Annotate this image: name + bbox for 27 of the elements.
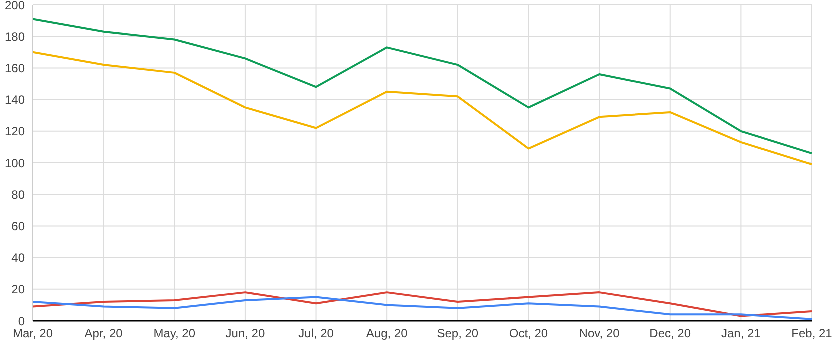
- y-tick-label: 0: [18, 314, 26, 328]
- line-series: [32, 18, 813, 155]
- x-tick-label: Nov, 20: [579, 326, 620, 341]
- x-tick-label: Oct, 20: [509, 326, 548, 341]
- y-tick-label: 40: [12, 251, 26, 266]
- x-tick-label: Dec, 20: [650, 326, 692, 341]
- y-tick-label: 180: [4, 30, 26, 44]
- line-series: [32, 51, 813, 166]
- y-tick-label: 20: [12, 282, 26, 297]
- y-tick-label: 80: [12, 188, 26, 202]
- x-tick-label: Aug, 20: [366, 326, 408, 341]
- y-tick-label: 60: [12, 219, 26, 234]
- y-tick-label: 120: [4, 124, 26, 139]
- x-tick-label: Apr, 20: [84, 326, 124, 341]
- line-series: [32, 296, 813, 320]
- x-tick-label: Sep, 20: [437, 326, 479, 341]
- x-tick-label: Mar, 20: [12, 326, 54, 341]
- x-tick-label: Jan, 21: [721, 326, 762, 341]
- y-tick-label: 200: [4, 0, 26, 12]
- x-tick-label: May, 20: [154, 326, 196, 341]
- y-tick-label: 160: [4, 61, 26, 76]
- x-tick-label: Jun, 20: [226, 326, 266, 341]
- y-tick-label: 100: [4, 156, 26, 170]
- x-tick-label: Jul, 20: [298, 326, 334, 341]
- y-tick-label: 140: [4, 93, 26, 108]
- x-tick-label: Feb, 21: [792, 326, 833, 341]
- line-series: [32, 292, 813, 318]
